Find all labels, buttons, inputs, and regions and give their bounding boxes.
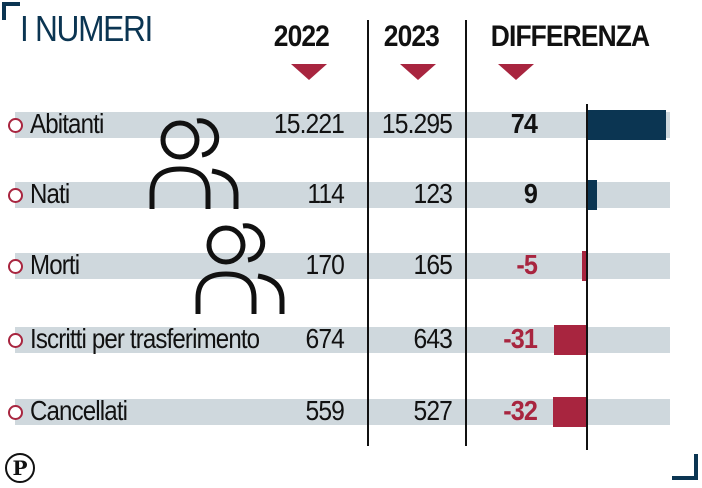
- difference-bar: [587, 110, 666, 140]
- value-2022: 559: [305, 395, 345, 426]
- bullet-circle-icon: [8, 259, 23, 274]
- difference-bar: [553, 397, 587, 427]
- column-header-2023: 2023: [383, 20, 440, 53]
- frame-corner-top-left: [2, 2, 20, 20]
- value-2022: 674: [305, 323, 345, 354]
- value-2022: 170: [305, 249, 345, 280]
- row-label: Nati: [30, 178, 70, 209]
- bullet-circle-icon: [8, 405, 23, 420]
- value-differenza: 9: [523, 178, 538, 209]
- value-2022: 15.221: [273, 108, 345, 139]
- row-label: Morti: [30, 249, 80, 280]
- value-2022: 114: [307, 178, 345, 209]
- difference-bar: [554, 325, 587, 355]
- triangle-down-icon: [400, 64, 436, 80]
- value-2023: 527: [413, 395, 453, 426]
- people-icon: [195, 223, 285, 314]
- bar-baseline: [586, 104, 588, 450]
- value-2023: 165: [413, 249, 453, 280]
- column-divider: [367, 20, 369, 446]
- value-2023: 123: [413, 178, 453, 209]
- column-divider: [465, 20, 467, 446]
- column-header-2022: 2022: [273, 20, 330, 53]
- triangle-down-icon: [498, 64, 534, 80]
- value-differenza: -32: [503, 395, 538, 426]
- value-differenza: -5: [516, 249, 538, 280]
- difference-bar: [587, 180, 597, 210]
- people-icon: [149, 118, 239, 209]
- difference-bar: [582, 251, 587, 281]
- bullet-circle-icon: [8, 333, 23, 348]
- bullet-circle-icon: [8, 118, 23, 133]
- column-header-differenza: DIFFERENZA: [490, 20, 650, 53]
- row-label: Iscritti per trasferimento: [30, 323, 260, 354]
- value-differenza: -31: [503, 323, 538, 354]
- table-row: [15, 253, 670, 279]
- bullet-circle-icon: [8, 188, 23, 203]
- value-2023: 643: [413, 323, 453, 354]
- frame-corner-bottom-right: [672, 454, 698, 480]
- value-differenza: 74: [510, 108, 538, 139]
- table-row: [15, 112, 670, 138]
- row-label: Abitanti: [30, 108, 104, 139]
- table-row: [15, 182, 670, 208]
- triangle-down-icon: [291, 64, 327, 80]
- row-label: Cancellati: [30, 395, 128, 426]
- chart-title: I NUMERI: [20, 8, 153, 49]
- publisher-logo: P: [5, 453, 35, 483]
- value-2023: 15.295: [381, 108, 453, 139]
